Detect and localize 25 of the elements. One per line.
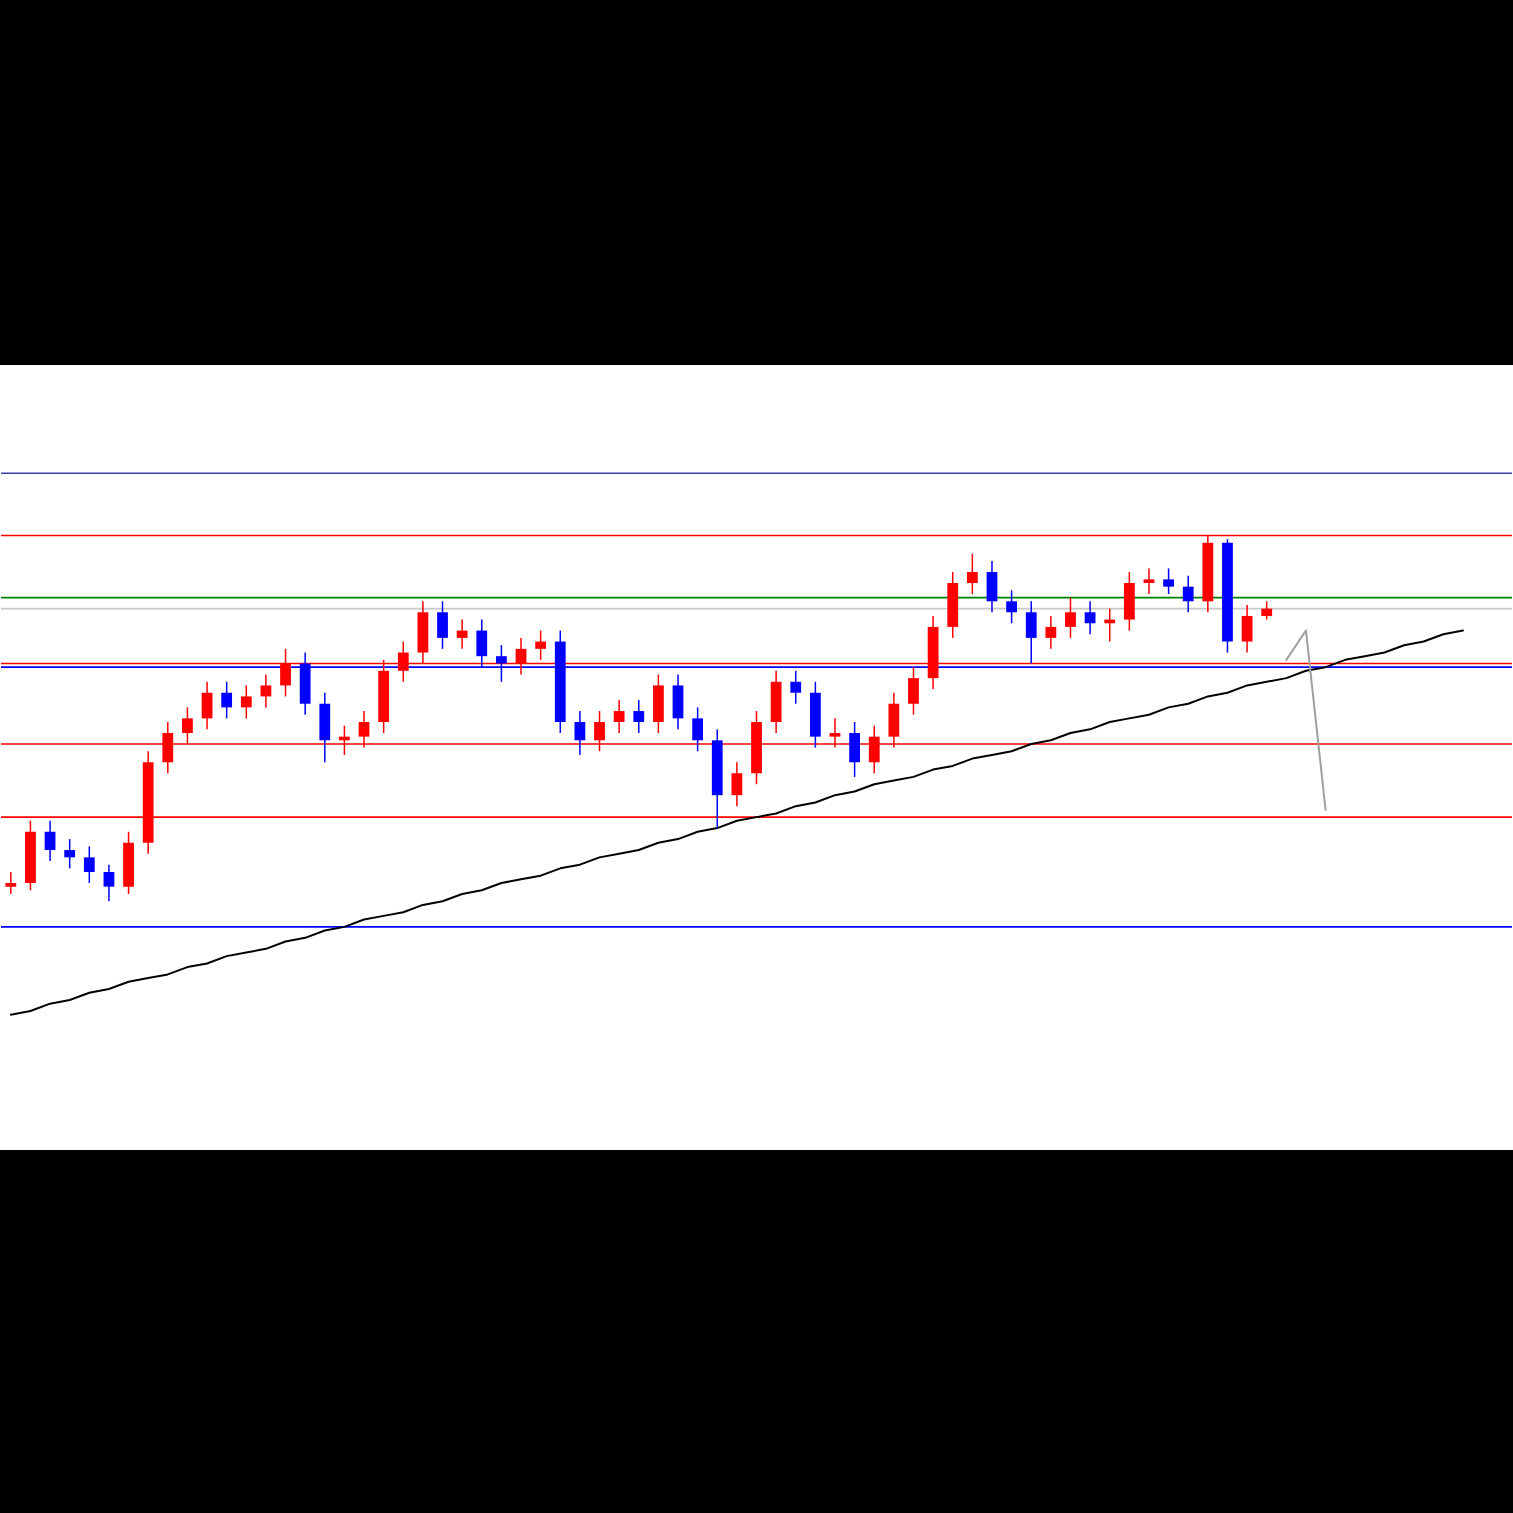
candlestick (731, 761, 743, 807)
candlestick (574, 710, 586, 756)
candlestick (790, 670, 802, 705)
candlestick (5, 871, 17, 895)
candlestick (83, 845, 95, 884)
candlestick (44, 820, 56, 862)
candlestick (1045, 615, 1057, 650)
candlestick (966, 553, 978, 595)
candlestick (633, 699, 645, 734)
candlestick (1084, 600, 1096, 635)
candlestick (64, 838, 76, 870)
candlestick (1182, 574, 1194, 614)
candlestick (240, 684, 252, 720)
candlestick (535, 629, 547, 661)
candlestick (260, 673, 272, 709)
candlestick (456, 618, 468, 650)
candlestick (1261, 600, 1273, 621)
candlestick (103, 863, 115, 903)
candlestick (221, 681, 233, 720)
candlestick (1006, 589, 1017, 624)
candlestick (1163, 567, 1174, 595)
candlestick (613, 699, 625, 734)
candlestick (1065, 596, 1076, 639)
candlestick (1143, 567, 1155, 595)
candlestick (692, 706, 704, 753)
